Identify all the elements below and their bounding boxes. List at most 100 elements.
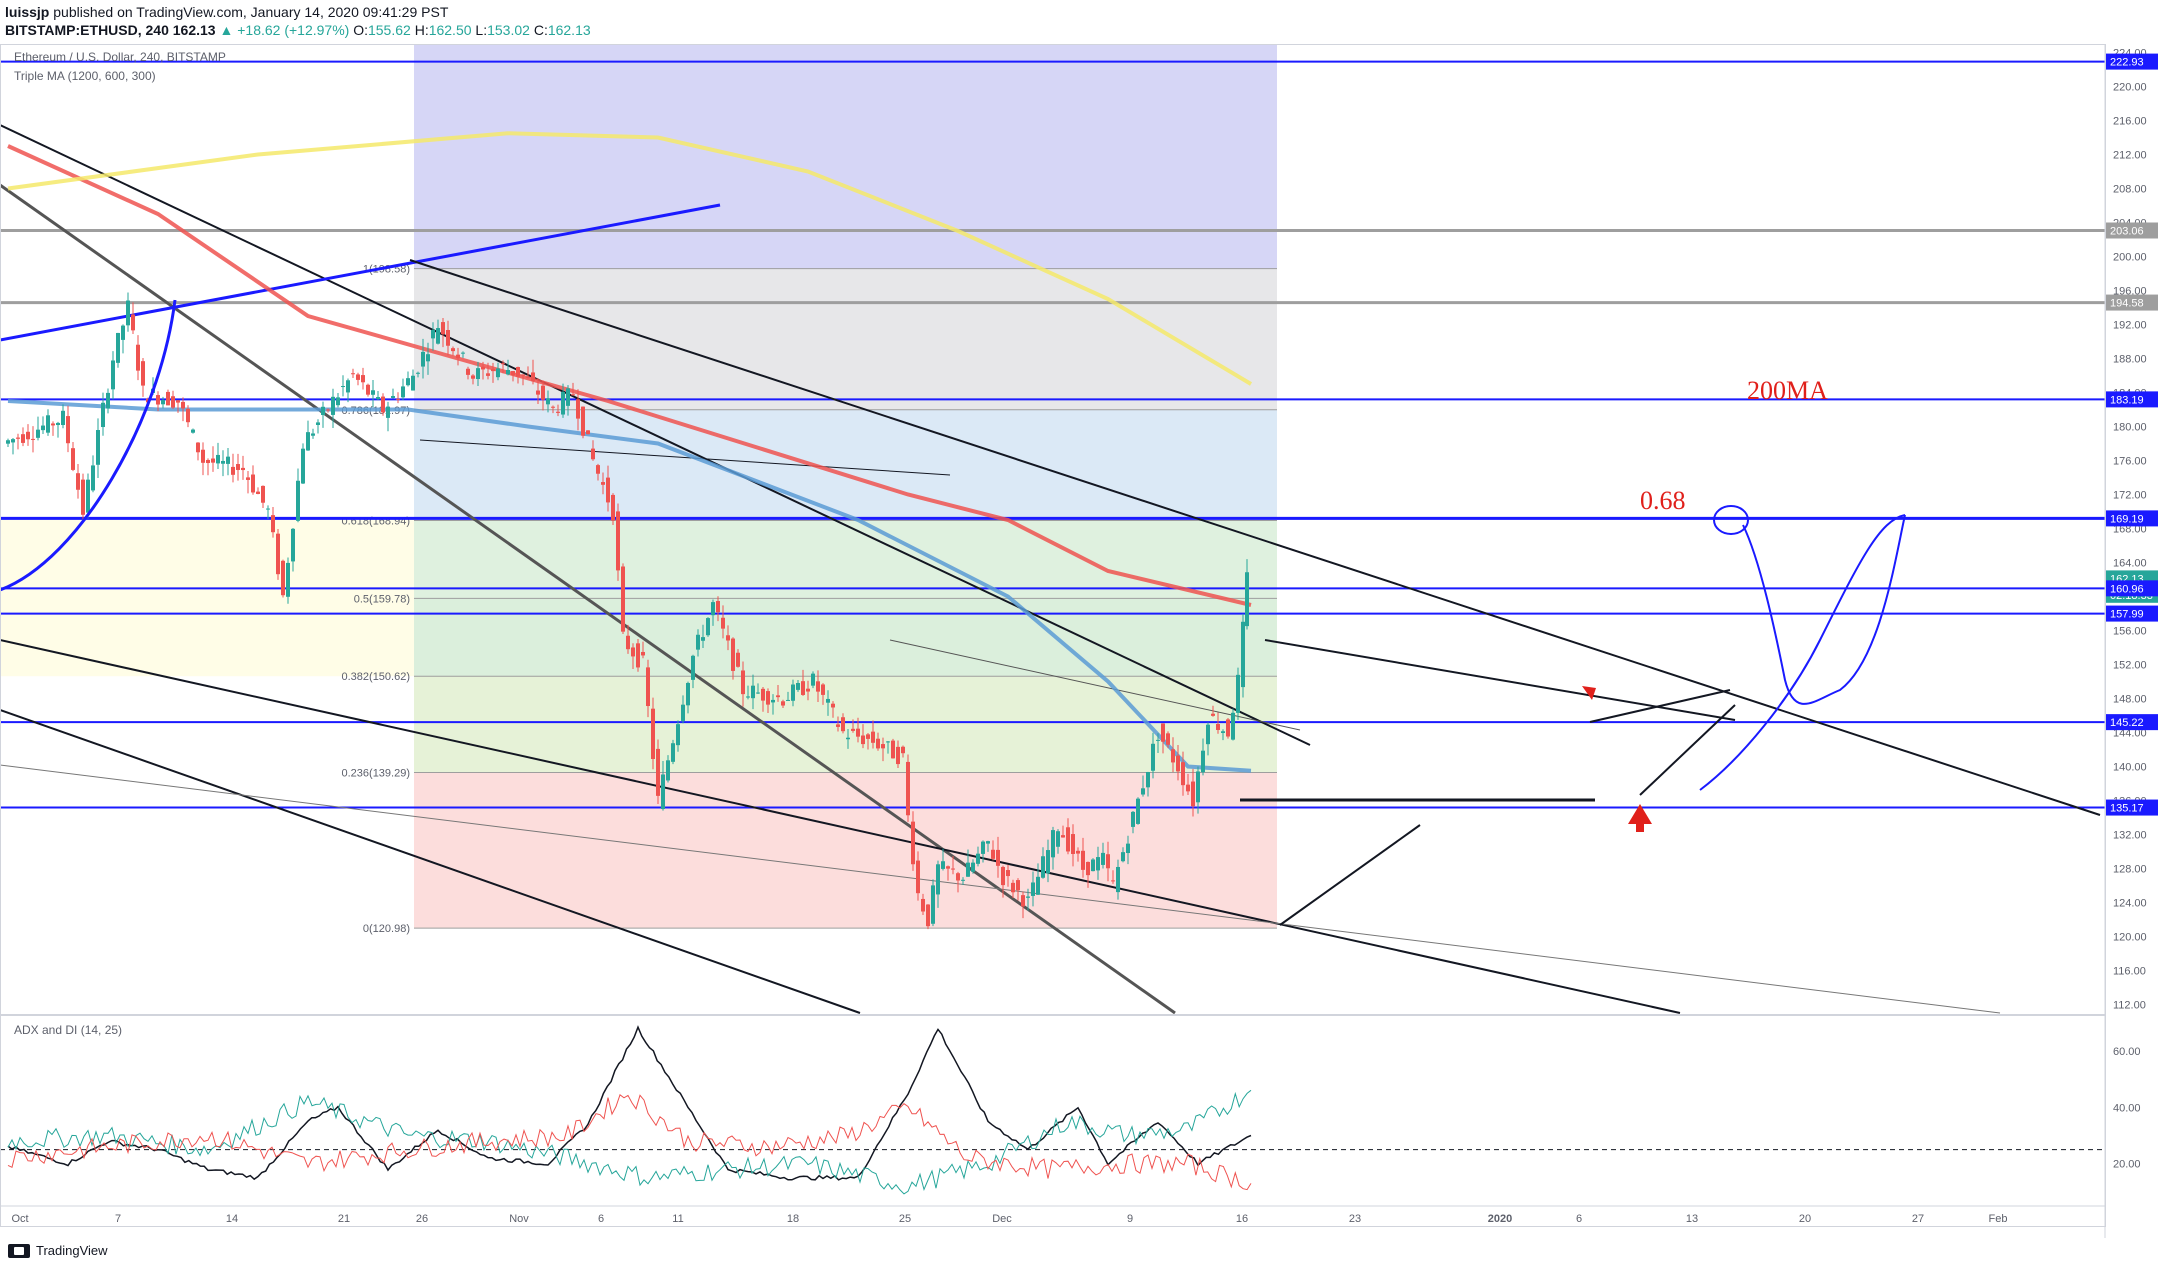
candle-body <box>431 330 435 339</box>
candle-body <box>451 348 455 352</box>
candle-body <box>416 372 420 374</box>
price-tick-label: 116.00 <box>2113 966 2146 978</box>
candle-body <box>1101 852 1105 865</box>
candle-body <box>236 464 240 470</box>
candle-body <box>566 388 570 406</box>
price-tick-label: 164.00 <box>2113 558 2147 570</box>
candle-body <box>1001 866 1005 886</box>
adx-series-line <box>7 1093 1252 1191</box>
candle-body <box>96 430 100 465</box>
candle-body <box>651 708 655 759</box>
candle-body <box>546 398 550 405</box>
candle-body <box>1216 724 1220 730</box>
candle-body <box>666 760 670 781</box>
candle-body <box>1036 876 1040 895</box>
candle-body <box>126 300 130 326</box>
price-label-box <box>2106 714 2158 731</box>
candle-body <box>276 533 280 575</box>
candle-body <box>506 369 510 375</box>
candle-body <box>821 684 825 695</box>
candle-body <box>1111 880 1115 882</box>
candle-body <box>1011 882 1015 893</box>
candle-body <box>551 406 555 408</box>
candle-body <box>301 448 305 484</box>
trend-line <box>0 764 2001 1014</box>
time-tick-label: 21 <box>338 1213 350 1225</box>
candle-body <box>976 853 980 864</box>
candle-body <box>851 728 855 731</box>
time-tick-label: 20 <box>1799 1213 1811 1225</box>
candle-body <box>1201 750 1205 773</box>
candle-body <box>376 397 380 400</box>
candle-body <box>1186 784 1190 792</box>
candle-body <box>361 375 365 383</box>
price-label-box <box>2106 391 2158 408</box>
candle-body <box>981 841 985 854</box>
chart-header: luissjp published on TradingView.com, Ja… <box>0 0 2163 44</box>
candle-body <box>186 408 190 423</box>
candle-body <box>826 698 830 703</box>
price-tick-label: 216.00 <box>2113 116 2147 128</box>
candle-body <box>891 740 895 759</box>
candle-body <box>1141 788 1145 795</box>
candle-body <box>1096 857 1100 871</box>
candle-body <box>466 368 470 375</box>
candle-body <box>221 460 225 464</box>
tradingview-logo[interactable]: TradingView <box>8 1243 108 1258</box>
symbol-ohlc: BITSTAMP:ETHUSD, 240 162.13 ▲ +18.62 (+1… <box>5 22 591 38</box>
candle-body <box>136 344 140 371</box>
candle-body <box>1176 755 1180 772</box>
adx-tick-label: 40.00 <box>2113 1102 2141 1114</box>
candle-body <box>661 774 665 810</box>
candle-body <box>926 904 930 927</box>
candle-body <box>611 494 615 521</box>
candle-body <box>101 402 105 428</box>
candle-body <box>711 602 715 616</box>
candle-body <box>1006 870 1010 877</box>
candle-body <box>211 458 215 463</box>
symbol-label[interactable]: BITSTAMP:ETHUSD, 240 <box>5 22 169 38</box>
candle-body <box>1206 724 1210 745</box>
chart-canvas[interactable]: 1(198.58)0.786(181.97)0.618(168.94)0.5(1… <box>0 0 2163 1238</box>
candle-body <box>16 437 20 439</box>
high-label: H: <box>414 22 429 38</box>
adx-series-line <box>7 1089 1252 1195</box>
trend-line <box>0 709 861 1014</box>
fib-zone <box>414 676 1277 773</box>
candle-body <box>696 634 700 650</box>
candle-body <box>1245 572 1249 627</box>
candle-body <box>946 866 950 869</box>
candle-body <box>521 374 525 376</box>
high-value: 162.50 <box>428 22 472 38</box>
candle-body <box>496 368 500 378</box>
time-tick-label: 7 <box>115 1213 121 1225</box>
fib-label: 0.236(139.29) <box>342 768 411 780</box>
candle-body <box>781 701 785 706</box>
fib-label: 0(120.98) <box>363 923 410 935</box>
candle-body <box>531 372 535 382</box>
candle-body <box>216 454 220 464</box>
candle-body <box>31 438 35 440</box>
price-label: 160.96 <box>2110 583 2144 595</box>
candle-body <box>536 390 540 395</box>
candle-body <box>256 491 260 494</box>
candle-body <box>656 748 660 796</box>
candle-body <box>71 448 75 470</box>
date-range-box <box>414 44 1277 269</box>
candle-body <box>1136 798 1140 824</box>
price-label-box <box>2106 799 2158 816</box>
price-tick-label: 220.00 <box>2113 82 2147 94</box>
price-tick-label: 180.00 <box>2113 422 2147 434</box>
footer-bar: TradingView <box>0 1238 2163 1266</box>
candle-body <box>636 643 640 668</box>
projection-curve <box>1699 514 1906 791</box>
author-name[interactable]: luissjp <box>5 4 50 20</box>
candle-body <box>456 354 460 359</box>
candle-body <box>36 429 40 438</box>
price-tick-label: 112.00 <box>2113 1000 2146 1012</box>
candle-body <box>441 322 445 335</box>
time-tick-label: 27 <box>1912 1213 1924 1225</box>
time-tick-label: 26 <box>416 1213 428 1225</box>
price-label: 194.58 <box>2110 298 2144 310</box>
candle-body <box>1151 743 1155 771</box>
